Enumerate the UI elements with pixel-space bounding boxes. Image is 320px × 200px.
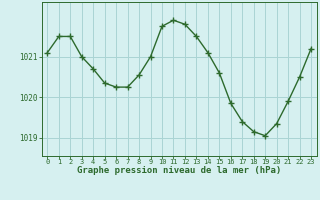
X-axis label: Graphe pression niveau de la mer (hPa): Graphe pression niveau de la mer (hPa): [77, 166, 281, 175]
